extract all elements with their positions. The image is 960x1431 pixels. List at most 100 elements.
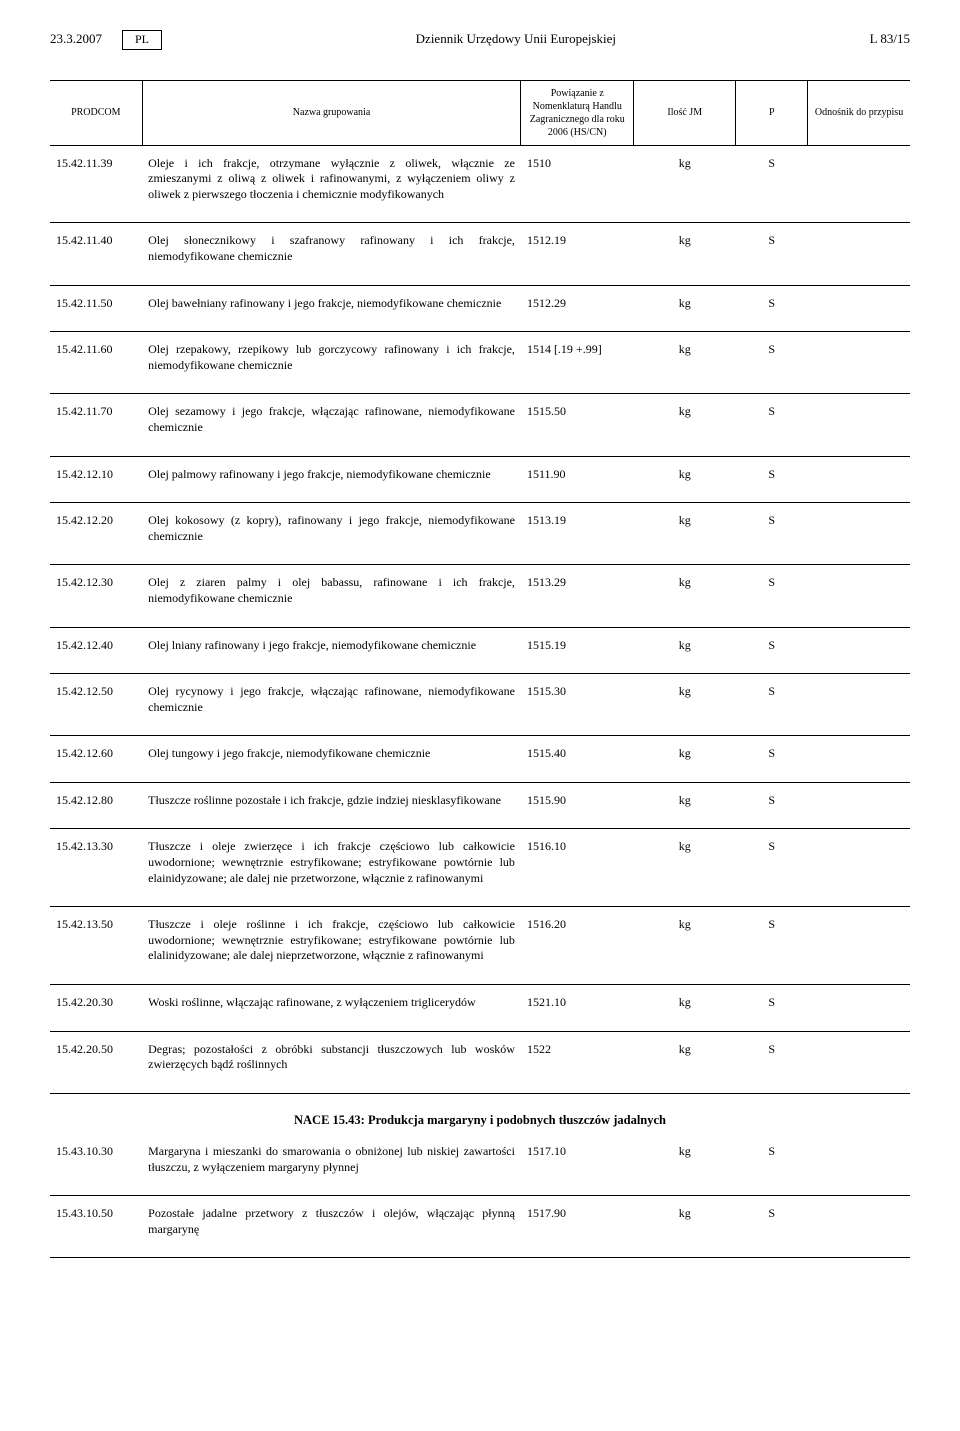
cell-code: 15.42.12.30 (50, 565, 142, 627)
cell-hs: 1514 [.19 +.99] (521, 332, 634, 394)
header-date: 23.3.2007 (50, 31, 102, 48)
cell-hs: 1515.50 (521, 394, 634, 456)
cell-desc: Olej z ziaren palmy i olej babassu, rafi… (142, 565, 521, 627)
cell-hs: 1517.10 (521, 1134, 634, 1196)
cell-hs: 1513.19 (521, 503, 634, 565)
cell-jm: kg (634, 1134, 736, 1196)
cell-desc: Olej palmowy rafinowany i jego frakcje, … (142, 456, 521, 503)
cell-ref (808, 627, 910, 674)
cell-jm: kg (634, 782, 736, 829)
cell-p: S (736, 1134, 808, 1196)
table-row: 15.42.12.40Olej lniany rafinowany i jego… (50, 627, 910, 674)
table-header-row: PRODCOM Nazwa grupowania Powiązanie z No… (50, 80, 910, 145)
table-row: 15.42.12.30Olej z ziaren palmy i olej ba… (50, 565, 910, 627)
cell-p: S (736, 782, 808, 829)
cell-code: 15.42.11.50 (50, 285, 142, 332)
table-row: 15.42.12.20Olej kokosowy (z kopry), rafi… (50, 503, 910, 565)
table-row: 15.43.10.50Pozostałe jadalne przetwory z… (50, 1196, 910, 1258)
cell-jm: kg (634, 145, 736, 223)
cell-desc: Olej lniany rafinowany i jego frakcje, n… (142, 627, 521, 674)
cell-ref (808, 907, 910, 985)
cell-desc: Olej rycynowy i jego frakcje, włączając … (142, 674, 521, 736)
cell-code: 15.43.10.50 (50, 1196, 142, 1258)
cell-hs: 1516.10 (521, 829, 634, 907)
cell-hs: 1517.90 (521, 1196, 634, 1258)
cell-jm: kg (634, 736, 736, 783)
cell-code: 15.42.11.70 (50, 394, 142, 456)
cell-hs: 1510 (521, 145, 634, 223)
table-row: 15.42.12.60Olej tungowy i jego frakcje, … (50, 736, 910, 783)
cell-hs: 1515.40 (521, 736, 634, 783)
cell-p: S (736, 223, 808, 285)
cell-hs: 1512.19 (521, 223, 634, 285)
cell-code: 15.42.11.60 (50, 332, 142, 394)
cell-ref (808, 503, 910, 565)
cell-p: S (736, 503, 808, 565)
col-prodcom: PRODCOM (50, 80, 142, 145)
cell-ref (808, 736, 910, 783)
cell-desc: Tłuszcze roślinne pozostałe i ich frakcj… (142, 782, 521, 829)
cell-jm: kg (634, 503, 736, 565)
cell-desc: Margaryna i mieszanki do smarowania o ob… (142, 1134, 521, 1196)
cell-hs: 1516.20 (521, 907, 634, 985)
cell-hs: 1512.29 (521, 285, 634, 332)
cell-p: S (736, 145, 808, 223)
cell-desc: Woski roślinne, włączając rafinowane, z … (142, 985, 521, 1032)
table-row: 15.42.11.50Olej bawełniany rafinowany i … (50, 285, 910, 332)
cell-ref (808, 145, 910, 223)
cell-desc: Pozostałe jadalne przetwory z tłuszczów … (142, 1196, 521, 1258)
cell-ref (808, 285, 910, 332)
section-title: NACE 15.43: Produkcja margaryny i podobn… (50, 1094, 910, 1134)
cell-code: 15.42.12.20 (50, 503, 142, 565)
cell-jm: kg (634, 674, 736, 736)
cell-ref (808, 1031, 910, 1093)
cell-p: S (736, 332, 808, 394)
cell-ref (808, 565, 910, 627)
cell-jm: kg (634, 394, 736, 456)
col-jm: Ilość JM (634, 80, 736, 145)
cell-desc: Tłuszcze i oleje zwierzęce i ich frakcje… (142, 829, 521, 907)
cell-jm: kg (634, 985, 736, 1032)
cell-jm: kg (634, 456, 736, 503)
cell-ref (808, 1134, 910, 1196)
cell-ref (808, 985, 910, 1032)
cell-jm: kg (634, 907, 736, 985)
table-row: 15.43.10.30Margaryna i mieszanki do smar… (50, 1134, 910, 1196)
cell-jm: kg (634, 627, 736, 674)
cell-hs: 1515.30 (521, 674, 634, 736)
cell-jm: kg (634, 285, 736, 332)
cell-p: S (736, 829, 808, 907)
cell-code: 15.42.13.30 (50, 829, 142, 907)
cell-p: S (736, 456, 808, 503)
header-lang: PL (122, 30, 162, 50)
cell-hs: 1511.90 (521, 456, 634, 503)
cell-jm: kg (634, 1196, 736, 1258)
cell-code: 15.42.12.60 (50, 736, 142, 783)
col-name: Nazwa grupowania (142, 80, 521, 145)
table-row: 15.42.12.10Olej palmowy rafinowany i jeg… (50, 456, 910, 503)
table-row: 15.42.13.30Tłuszcze i oleje zwierzęce i … (50, 829, 910, 907)
cell-p: S (736, 674, 808, 736)
cell-desc: Olej słonecznikowy i szafranowy rafinowa… (142, 223, 521, 285)
cell-desc: Degras; pozostałości z obróbki substancj… (142, 1031, 521, 1093)
prodcom-table: PRODCOM Nazwa grupowania Powiązanie z No… (50, 80, 910, 1094)
cell-code: 15.42.11.40 (50, 223, 142, 285)
cell-hs: 1522 (521, 1031, 634, 1093)
cell-jm: kg (634, 223, 736, 285)
cell-code: 15.42.12.50 (50, 674, 142, 736)
cell-hs: 1513.29 (521, 565, 634, 627)
cell-ref (808, 674, 910, 736)
cell-hs: 1521.10 (521, 985, 634, 1032)
col-p: P (736, 80, 808, 145)
cell-code: 15.42.12.40 (50, 627, 142, 674)
cell-ref (808, 223, 910, 285)
cell-code: 15.42.12.80 (50, 782, 142, 829)
table-row: 15.42.11.70Olej sezamowy i jego frakcje,… (50, 394, 910, 456)
cell-jm: kg (634, 829, 736, 907)
cell-jm: kg (634, 332, 736, 394)
cell-desc: Olej rzepakowy, rzepikowy lub gorczycowy… (142, 332, 521, 394)
cell-desc: Olej tungowy i jego frakcje, niemodyfiko… (142, 736, 521, 783)
cell-code: 15.42.13.50 (50, 907, 142, 985)
col-ref: Odnośnik do przypisu (808, 80, 910, 145)
table-row: 15.42.11.40Olej słonecznikowy i szafrano… (50, 223, 910, 285)
